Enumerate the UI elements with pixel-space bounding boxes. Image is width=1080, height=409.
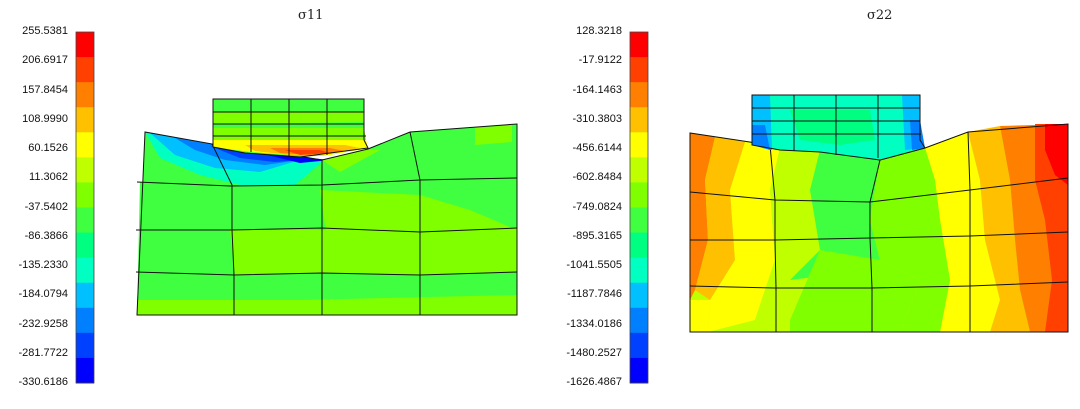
plot-canvas	[75, 31, 518, 384]
field-region	[690, 300, 710, 332]
mesh-element	[211, 143, 235, 315]
field-region	[790, 150, 880, 280]
colorbar-segment	[76, 57, 94, 83]
colorbar	[75, 31, 95, 384]
field-region	[870, 148, 950, 332]
colorbar-segment	[630, 32, 648, 58]
plot-title: σ11	[298, 8, 324, 23]
colorbar-tick-label: -1187.7846	[567, 288, 622, 301]
mesh-element	[689, 281, 1069, 289]
field-region	[708, 142, 780, 332]
colorbar-frame	[75, 31, 95, 384]
colorbar-segment	[630, 157, 648, 183]
colorbar-segment	[76, 107, 94, 133]
plot-sigma22: σ22	[540, 0, 1080, 409]
colorbar-tick-label: -164.1463	[572, 83, 622, 96]
colorbar-tick-label: -456.6144	[572, 142, 622, 154]
field-region	[690, 133, 715, 300]
plot-title: σ22	[867, 8, 893, 23]
colorbar	[629, 31, 649, 384]
colorbar-tick-label: -184.0794	[18, 288, 68, 301]
colorbar-tick-label: -895.3165	[572, 229, 622, 242]
colorbar-segment	[630, 57, 648, 83]
field-region	[910, 120, 925, 150]
colorbar-tick-label: 60.1526	[28, 142, 68, 154]
colorbar-segment	[76, 132, 94, 158]
plot-sigma11: σ11	[18, 8, 518, 388]
field-region	[790, 250, 920, 332]
mesh-element	[409, 131, 421, 315]
colorbar-frame	[629, 31, 649, 384]
colorbar-tick-label: 157.8454	[22, 83, 68, 96]
colorbar-segment	[76, 257, 94, 284]
plot-canvas	[629, 31, 1069, 384]
colorbar-segment	[76, 82, 94, 108]
colorbar-tick-label: -281.7722	[18, 346, 68, 359]
mesh-element	[967, 131, 971, 332]
colorbar-tick-label: -1626.4867	[566, 376, 622, 388]
colorbar-segment	[630, 357, 648, 384]
colorbar-segment	[76, 157, 94, 183]
field-region	[137, 295, 517, 315]
colorbar-segment	[630, 207, 648, 234]
colorbar-segment	[630, 82, 648, 108]
colorbar-segment	[630, 332, 648, 359]
lower-body-mesh	[135, 123, 518, 316]
field-region	[285, 150, 330, 155]
colorbar-segment	[76, 232, 94, 259]
field-region	[475, 125, 512, 145]
colorbar-segment	[76, 332, 94, 359]
colorbar-tick-label: 11.3062	[29, 171, 68, 184]
colorbar-segment	[76, 282, 94, 309]
colorbar-segment	[630, 232, 648, 259]
colorbar-tick-label: -1480.2527	[566, 346, 622, 359]
colorbar-segment	[76, 307, 94, 334]
colorbar-tick-label: 255.5381	[22, 25, 68, 37]
colorbar-segment	[630, 182, 648, 208]
indenter-mesh	[212, 98, 369, 158]
colorbar-tick-label: 206.6917	[22, 54, 68, 67]
colorbar-segment	[76, 32, 94, 58]
colorbar-segment	[76, 207, 94, 234]
colorbar-tick-label: 108.9990	[22, 112, 68, 125]
colorbar-tick-label: -17.9122	[578, 54, 622, 67]
colorbar-segment	[630, 132, 648, 158]
colorbar-tick-label: 128.3218	[576, 25, 622, 37]
indenter-field	[752, 95, 925, 160]
field-region	[322, 149, 380, 172]
colorbar-tick-label: -749.0824	[572, 200, 622, 213]
field-region	[1045, 124, 1068, 185]
field-region	[752, 125, 770, 150]
colorbar-segment	[630, 282, 648, 309]
colorbar-tick-label: -37.5402	[24, 200, 68, 213]
field-region	[320, 190, 517, 272]
colorbar-tick-label: -310.3803	[572, 112, 622, 125]
colorbar-tick-label: -86.3866	[24, 229, 68, 242]
colorbar-tick-label: -330.6186	[18, 376, 68, 388]
mesh-element	[751, 94, 926, 161]
mesh-element	[136, 123, 518, 316]
mesh-element	[769, 144, 777, 332]
field-region	[925, 132, 1000, 332]
colorbar-segment	[630, 107, 648, 133]
colorbar-tick-label: -232.9258	[18, 317, 68, 330]
colorbar-tick-label: -1041.5505	[566, 259, 622, 271]
colorbar-segment	[76, 182, 94, 208]
colorbar-segment	[630, 257, 648, 284]
mesh-element	[212, 98, 369, 158]
field-region	[695, 137, 745, 300]
colorbar-tick-label: -135.2330	[18, 259, 68, 271]
colorbar-segment	[630, 307, 648, 334]
colorbar-tick-label: -602.8484	[572, 171, 622, 184]
field-region	[790, 110, 875, 145]
lower-body-field	[690, 124, 1068, 332]
colorbar-segment	[76, 357, 94, 384]
mesh-element	[869, 159, 881, 332]
indenter-field	[213, 99, 368, 157]
field-region	[968, 126, 1030, 332]
colorbar-tick-label: -1334.0186	[566, 317, 622, 330]
indenter-mesh	[751, 94, 926, 161]
